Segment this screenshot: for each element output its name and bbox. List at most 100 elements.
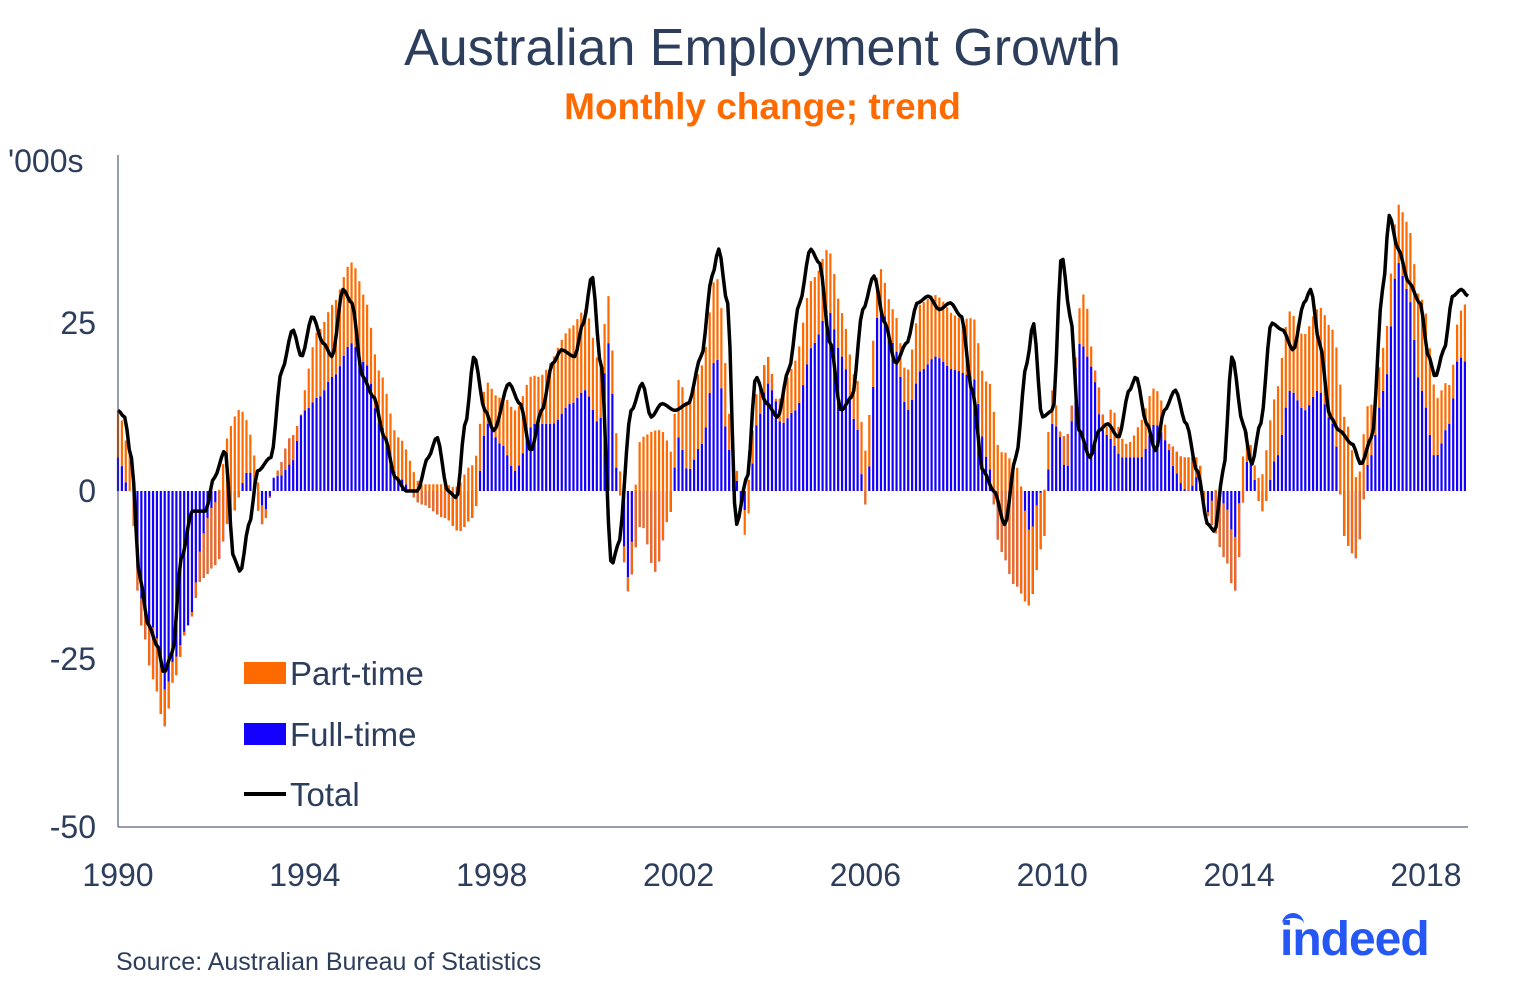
part-time-bar — [852, 374, 855, 419]
part-time-bar — [1385, 325, 1389, 375]
part-time-bar — [167, 681, 170, 709]
full-time-bar — [883, 316, 886, 491]
part-time-bar — [1393, 224, 1396, 279]
full-time-bar — [1331, 423, 1334, 491]
part-time-bar — [1378, 367, 1381, 408]
part-time-bar — [809, 281, 813, 349]
part-time-bar — [770, 374, 774, 391]
part-time-bar — [798, 346, 801, 403]
part-time-bar — [1144, 408, 1147, 449]
full-time-bar — [513, 470, 517, 491]
full-time-bar — [942, 361, 945, 491]
full-time-bar — [743, 491, 746, 511]
full-time-bar — [891, 342, 894, 491]
part-time-bar — [1206, 512, 1210, 517]
part-time-bar — [654, 430, 657, 572]
full-time-bar — [1456, 361, 1459, 491]
part-time-bar — [1132, 435, 1136, 458]
part-time-bar — [673, 413, 676, 468]
part-time-bar — [587, 318, 591, 397]
part-time-bar — [856, 381, 859, 430]
part-time-bar — [1339, 384, 1342, 495]
part-time-bar — [475, 455, 478, 507]
full-time-bar — [1148, 435, 1151, 491]
full-time-bar — [829, 313, 832, 491]
full-time-bar — [580, 392, 583, 491]
part-time-bar — [914, 323, 918, 384]
part-time-bar — [124, 440, 127, 483]
full-time-bar — [735, 480, 739, 491]
full-time-bar — [1284, 407, 1287, 491]
part-time-bar — [249, 434, 252, 473]
part-time-bar — [634, 484, 637, 548]
part-time-bar — [1066, 434, 1069, 466]
part-time-bar — [389, 413, 392, 458]
full-time-bar — [794, 410, 797, 491]
part-time-bar — [537, 376, 540, 424]
part-time-bar — [1300, 333, 1303, 408]
part-time-bar — [840, 313, 844, 357]
part-time-bar — [938, 297, 941, 359]
full-time-bar — [1090, 366, 1093, 491]
part-time-bar — [591, 337, 595, 410]
part-time-bar — [280, 462, 283, 476]
full-time-bar — [560, 413, 563, 491]
full-time-bar — [159, 491, 162, 714]
part-time-bar — [1436, 398, 1439, 455]
part-time-bar — [440, 484, 443, 517]
full-time-bar — [533, 423, 536, 491]
full-time-bar — [914, 383, 918, 491]
part-time-bar — [284, 448, 287, 470]
full-time-bar — [1424, 407, 1428, 491]
part-time-bar — [1086, 308, 1089, 357]
full-time-bar — [315, 397, 318, 491]
part-time-bar — [1093, 370, 1097, 383]
part-time-bar — [513, 410, 517, 471]
full-time-bar — [1097, 387, 1101, 491]
part-time-bar — [1292, 316, 1295, 393]
part-time-bar — [1023, 510, 1027, 602]
full-time-bar — [1273, 461, 1276, 491]
part-time-bar — [743, 510, 746, 535]
part-time-bar — [868, 414, 871, 467]
full-time-bar — [264, 491, 268, 518]
part-time-bar — [1280, 357, 1284, 435]
full-time-bar — [292, 435, 295, 491]
part-time-bar — [1183, 457, 1186, 490]
full-time-bar — [1144, 448, 1147, 491]
part-time-bar — [1031, 526, 1034, 594]
part-time-bar — [1164, 424, 1167, 441]
part-time-bar — [984, 381, 988, 457]
full-time-bar — [373, 408, 377, 491]
part-time-bar — [1335, 347, 1338, 447]
part-time-bar — [981, 370, 984, 437]
part-time-bar — [1413, 264, 1416, 340]
full-time-bar — [299, 415, 303, 491]
part-time-bar — [533, 375, 536, 424]
part-time-bar — [420, 484, 423, 505]
full-time-bar — [1296, 400, 1299, 491]
full-time-bar — [311, 402, 314, 491]
full-time-bar — [381, 427, 384, 491]
part-time-bar — [864, 450, 867, 505]
x-tick-label: 2018 — [1390, 857, 1461, 893]
full-time-bar — [696, 449, 700, 491]
part-time-bar — [1152, 388, 1155, 425]
part-time-bar — [1101, 414, 1104, 431]
full-time-bar — [693, 459, 696, 491]
part-time-bar — [1257, 477, 1260, 502]
part-time-bar — [747, 479, 750, 514]
part-time-bar — [159, 667, 162, 714]
part-time-bar — [1043, 489, 1046, 536]
part-time-bar — [292, 435, 295, 461]
part-time-bar — [926, 298, 929, 365]
full-time-bar — [611, 393, 614, 491]
legend: Part-time Full-time Total — [244, 655, 424, 813]
part-time-bar — [895, 318, 898, 352]
legend-label-total: Total — [290, 776, 360, 813]
full-time-bar — [821, 320, 824, 491]
full-time-bar — [965, 375, 968, 491]
part-time-bar — [996, 445, 999, 540]
part-time-bar — [1035, 505, 1038, 570]
full-time-bar — [502, 445, 505, 491]
